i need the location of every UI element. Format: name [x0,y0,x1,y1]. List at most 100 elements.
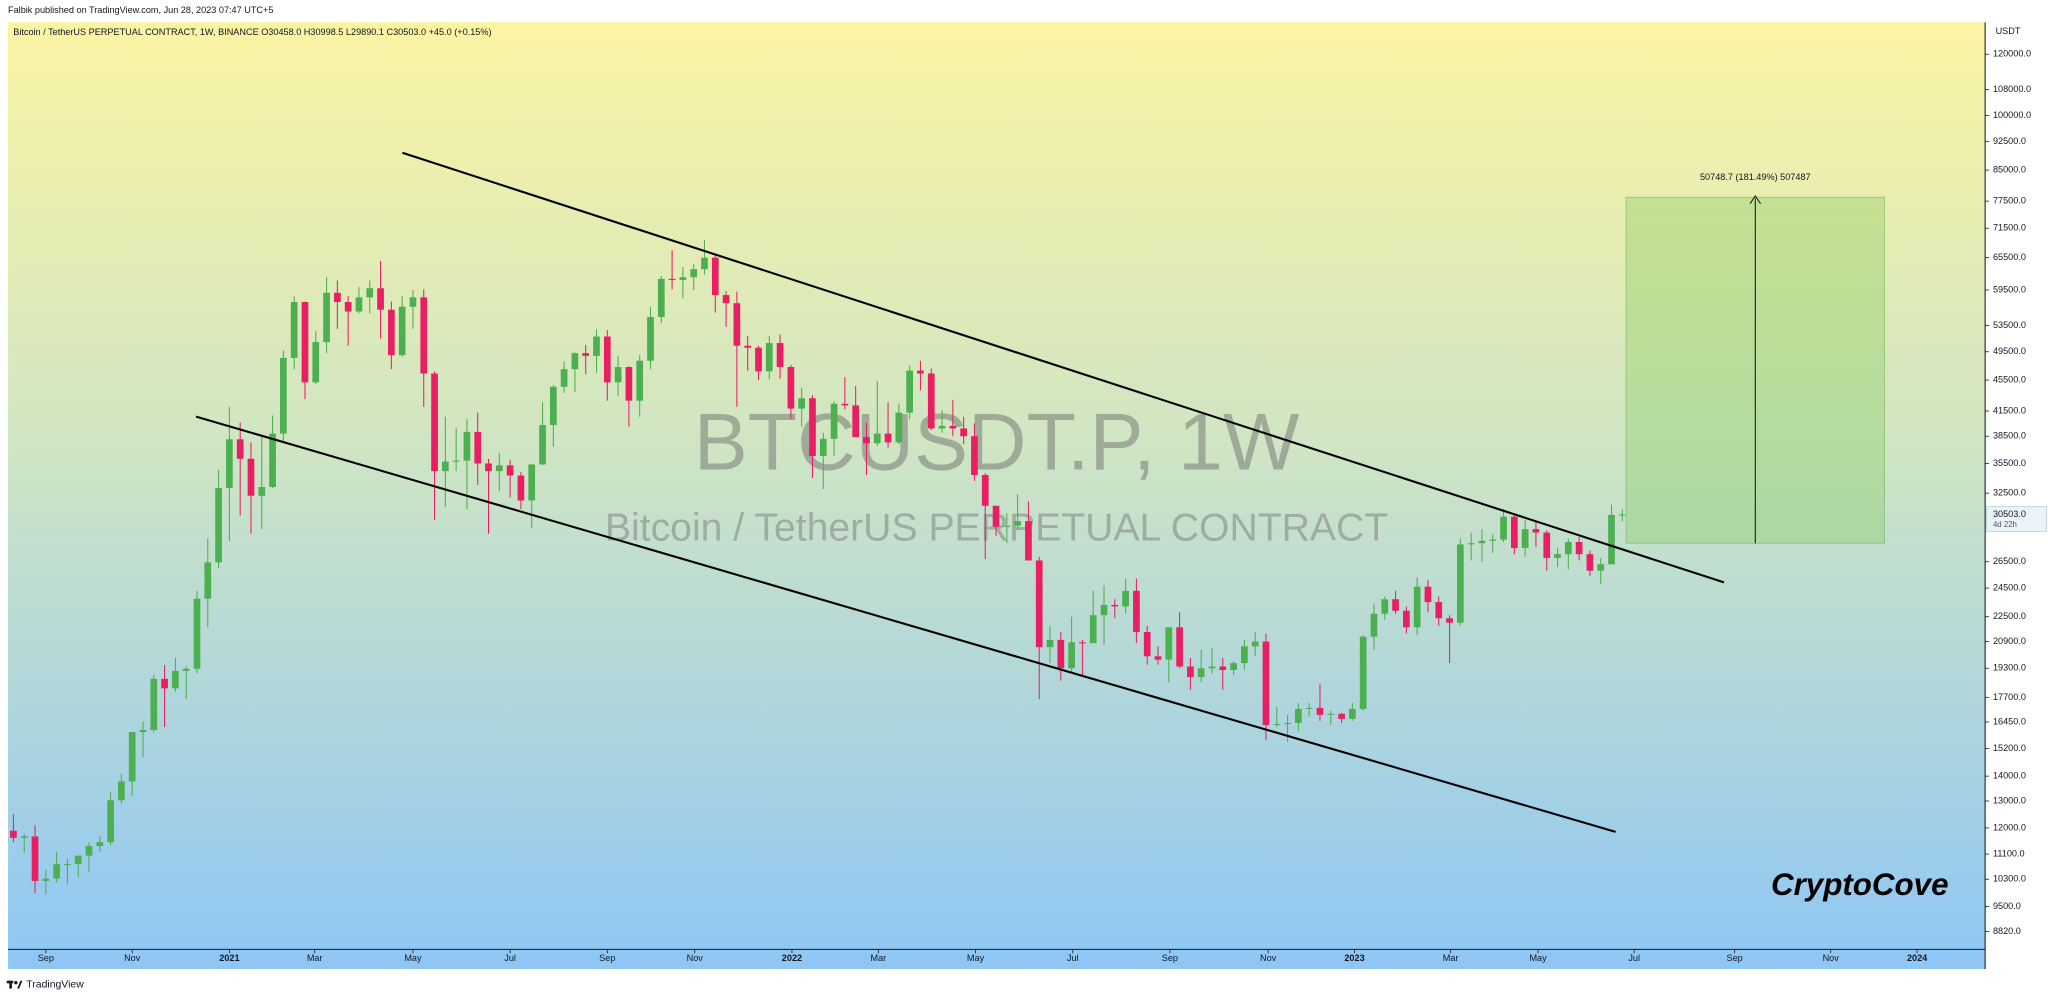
candle-body [312,342,320,383]
currency-label: USDT [1996,26,2021,36]
candle-body [1057,639,1065,669]
candle-body [1025,521,1032,561]
candle-body [895,412,903,443]
candle-body [409,297,417,307]
candle-body [172,670,179,689]
candle-body [1532,529,1540,533]
signature: CryptoCove [1771,867,1949,902]
candles [10,240,1626,895]
candle-body [107,800,114,843]
candle-body [1305,707,1313,709]
candle-body [1003,525,1011,527]
x-tick-label: 2023 [1344,953,1364,963]
x-tick-label: 2022 [782,953,802,963]
y-tick-label: 38500.0 [1993,431,2026,441]
y-tick-label: 12000.0 [1993,822,2026,832]
candle-body [549,386,557,426]
x-tick-label: Sep [1726,953,1742,963]
candle-body [971,436,978,476]
candle-body [1424,586,1432,603]
candle-body [161,678,168,689]
candle-body [1143,631,1151,657]
candle-body [215,488,222,563]
candle-body [560,369,568,387]
candle-body [1413,586,1421,628]
candle-body [1457,544,1464,623]
y-tick-label: 53500.0 [1993,320,2026,330]
candle-body [64,863,71,865]
price-axis [1985,22,2048,969]
symbol-header: Bitcoin / TetherUS PERPETUAL CONTRACT, 1… [13,27,491,37]
y-tick-label: 92500.0 [1993,136,2026,146]
candle-body [582,353,590,356]
x-tick-label: 2024 [1907,953,1928,963]
candle-body [1165,627,1173,660]
measure-arrowhead [1749,194,1761,205]
x-tick-label: May [404,953,422,963]
candle-body [852,405,860,438]
y-tick-label: 59500.0 [1993,284,2026,294]
candle-body [1122,590,1129,607]
candle-body [139,730,147,733]
candle-body [657,278,665,317]
candle-body [798,398,806,409]
y-tick-label: 49500.0 [1993,346,2026,356]
x-tick-label: May [967,953,985,963]
y-tick-label: 24500.0 [1993,583,2026,593]
candle-body [1349,708,1356,719]
candle-body [1467,543,1475,545]
last-price-label: 30503.0 [1993,509,2026,519]
x-tick-label: Sep [1162,953,1178,963]
candle-body [226,439,233,489]
x-tick-label: Jul [1628,953,1640,963]
candle-body [528,464,536,501]
candle-body [949,425,957,429]
candle-body [765,343,773,372]
candle-body [1327,713,1335,715]
candle-body [269,433,276,487]
x-tick-label: Sep [599,953,615,963]
y-tick-label: 8820.0 [1993,926,2021,936]
x-tick-label: Mar [1443,953,1459,963]
x-tick-label: Mar [307,953,323,963]
candle-body [1500,516,1507,540]
y-tick-label: 85000.0 [1993,165,2026,175]
candle-body [1564,542,1572,555]
chart-pane [8,22,1986,969]
candle-body [344,302,352,312]
candle-body [193,598,201,669]
candle-body [1273,723,1281,726]
candle-body [1295,708,1302,723]
candle-body [636,360,644,401]
y-tick-label: 120000.0 [1993,49,2031,59]
candle-body [398,306,406,356]
candle-body [1068,642,1075,669]
x-tick-label: Nov [1823,953,1840,963]
candle-body [53,864,60,879]
candle-body [787,367,795,409]
y-tick-label: 10300.0 [1993,874,2026,884]
x-tick-label: Mar [870,953,886,963]
candle-body [517,475,525,501]
candle-body [841,403,849,406]
logo-part [14,980,18,985]
candle-body [182,668,190,671]
y-tick-label: 19300.0 [1993,663,2026,673]
y-tick-label: 14000.0 [1993,771,2026,781]
candle-body [1111,604,1119,607]
candle-body [85,846,93,856]
y-tick-label: 26500.0 [1993,556,2026,566]
candle-body [938,425,946,429]
y-tick-label: 11100.0 [1993,849,2025,859]
candle-body [863,437,870,444]
candle-body [701,257,708,270]
candle-body [1284,722,1291,725]
upper-trend-line [402,151,1725,584]
candle-body [1597,564,1605,571]
candle-body [992,505,1000,527]
y-tick-label: 108000.0 [1993,84,2031,94]
candle-body [1197,668,1205,678]
x-tick-label: May [1529,953,1547,963]
candle-body [280,357,287,434]
